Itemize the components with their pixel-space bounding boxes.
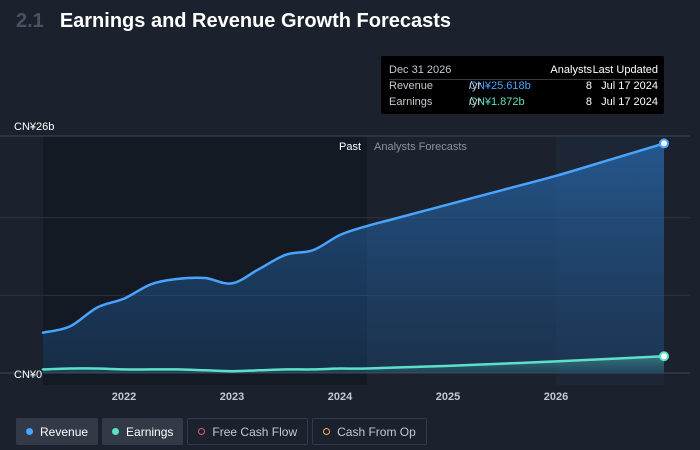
earnings-endpoint — [659, 351, 669, 362]
earnings-dot-icon — [112, 428, 120, 435]
tooltip-revenue-analysts: 8 — [585, 80, 592, 92]
revenue-dot-icon — [26, 428, 33, 435]
x-tick-label: 2023 — [220, 391, 244, 403]
chart-legend: Revenue Earnings Free Cash Flow Cash Fro… — [16, 418, 427, 445]
legend-revenue-label: Revenue — [40, 424, 89, 439]
tooltip-earnings-value: CN¥1.872b — [469, 96, 525, 108]
page-title: Earnings and Revenue Growth Forecasts — [59, 10, 452, 32]
fcf-ring-icon — [198, 428, 206, 435]
tooltip-revenue-updated: Jul 17 2024 — [601, 80, 658, 92]
legend-earnings-label: Earnings — [126, 424, 174, 439]
x-tick-label: 2024 — [328, 391, 353, 403]
tooltip-revenue-label: Revenue — [389, 80, 434, 92]
forecast-label: Analysts Forecasts — [374, 141, 467, 153]
tooltip-earnings-updated: Jul 17 2024 — [601, 96, 658, 108]
section-header: 2.1 Earnings and Revenue Growth Forecast… — [16, 10, 451, 33]
legend-earnings-toggle[interactable]: Earnings — [102, 418, 184, 445]
revenue-area — [43, 143, 664, 373]
legend-fcf-label: Free Cash Flow — [212, 424, 298, 439]
cfo-ring-icon — [323, 428, 331, 435]
tooltip-date: Dec 31 2026 — [389, 64, 452, 76]
earnings-area — [43, 356, 664, 373]
tooltip-revenue-row: Revenue CN¥25.618b /yr 8 Jul 17 2024 — [381, 78, 664, 94]
tooltip-revenue-unit: /yr — [469, 80, 482, 92]
past-label: Past — [339, 141, 361, 153]
revenue-endpoint — [659, 138, 669, 149]
tooltip-earnings-label: Earnings — [389, 96, 433, 108]
tooltip-earnings-row: Earnings CN¥1.872b /yr 8 Jul 17 2024 — [381, 94, 664, 110]
legend-cfo-label: Cash From Op — [337, 424, 416, 439]
tooltip-revenue-value: CN¥25.618b — [469, 80, 531, 92]
legend-cfo-toggle[interactable]: Cash From Op — [312, 418, 427, 445]
tooltip-earnings-unit: /yr — [469, 96, 482, 108]
tooltip-updated-header: Last Updated — [592, 64, 658, 76]
section-number: 2.1 — [16, 10, 44, 32]
tooltip-earnings-analysts: 8 — [585, 96, 592, 108]
legend-fcf-toggle[interactable]: Free Cash Flow — [187, 418, 309, 445]
tooltip-analysts-header: Analysts — [550, 64, 592, 76]
forecast-tooltip: Dec 31 2026 Analysts Last Updated Revenu… — [381, 56, 664, 114]
x-tick-label: 2026 — [544, 391, 568, 403]
earnings-line — [41, 354, 666, 373]
x-tick-label: 2025 — [436, 391, 460, 403]
y-tick-label: CN¥26b — [14, 121, 54, 133]
legend-revenue-toggle[interactable]: Revenue — [16, 418, 99, 445]
revenue-line — [41, 142, 666, 334]
x-tick-label: 2022 — [112, 391, 136, 403]
y-tick-label: CN¥0 — [14, 369, 42, 381]
tooltip-divider — [389, 79, 658, 80]
